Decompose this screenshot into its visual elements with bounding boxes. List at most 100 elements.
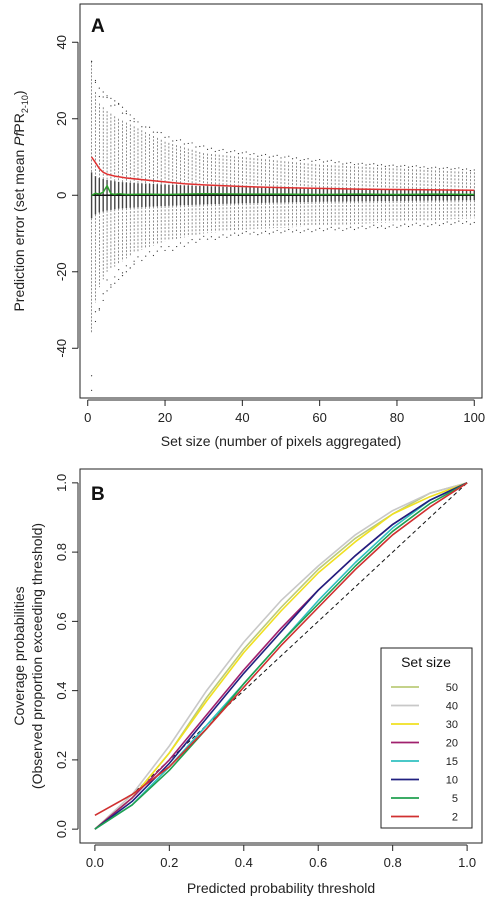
boxplot-outlier <box>210 147 213 149</box>
boxplot-outlier <box>98 87 100 89</box>
boxplot-outlier <box>407 166 410 168</box>
boxplot-outlier <box>102 91 104 93</box>
boxplot-outlier <box>446 166 448 169</box>
boxplot-outlier <box>106 290 108 292</box>
panel-a-y-tick-label: 0 <box>54 192 69 199</box>
boxplot-outlier <box>237 234 240 236</box>
boxplot-outlier <box>230 234 232 236</box>
boxplot-outlier <box>361 225 363 227</box>
boxplot-outlier <box>431 167 433 169</box>
boxplot-outlier <box>315 159 317 162</box>
legend-label-15: 15 <box>446 756 458 768</box>
boxplot-outlier <box>164 249 166 252</box>
boxplot-outlier <box>172 249 174 251</box>
boxplot-outlier <box>361 162 363 164</box>
boxplot-outlier <box>102 293 104 295</box>
boxplot-outlier <box>454 222 456 224</box>
boxplot-outlier <box>121 106 124 108</box>
boxplot-outlier <box>156 250 158 252</box>
boxplot-outlier <box>156 131 158 133</box>
boxplot-outlier <box>419 166 421 169</box>
boxplot-outlier <box>442 167 444 169</box>
boxplot-outlier <box>137 256 139 258</box>
boxplot-outlier <box>295 157 298 159</box>
boxplot-outlier <box>435 222 437 224</box>
boxplot-outlier <box>473 169 475 171</box>
boxplot-outlier <box>249 233 251 235</box>
boxplot-outlier <box>303 230 305 232</box>
panel-a-plot-frame <box>79 3 483 399</box>
boxplot-outlier <box>400 225 402 227</box>
boxplot-outlier <box>303 158 305 161</box>
boxplot-outlier <box>94 79 97 82</box>
boxplot-outlier <box>237 153 240 155</box>
boxplot-outlier <box>133 121 135 123</box>
legend-frame <box>380 647 473 829</box>
boxplot-outlier <box>141 126 143 128</box>
boxplot-outlier <box>114 100 116 102</box>
boxplot-outlier <box>284 230 286 232</box>
boxplot-outlier <box>218 236 220 238</box>
boxplot-outlier <box>106 95 108 97</box>
boxplot-outlier <box>114 276 116 278</box>
boxplot-outlier <box>319 227 321 229</box>
series-line-set-size-2 <box>94 482 468 816</box>
boxplot-outlier <box>261 154 263 156</box>
boxplot-outlier <box>210 236 213 238</box>
boxplot-outlier <box>118 102 120 105</box>
boxplot-outlier <box>396 226 398 229</box>
boxplot-outlier <box>125 110 127 112</box>
legend-items: 50 40 30 20 15 10 5 2 <box>391 682 458 824</box>
legend-label-40: 40 <box>446 701 458 713</box>
boxplot-outlier <box>191 238 193 241</box>
boxplot-outlier <box>288 155 290 157</box>
boxplot-outlier <box>423 223 425 225</box>
boxplot-outlier <box>280 232 282 234</box>
panel-b-y-tick-label: 1.0 <box>54 474 69 492</box>
boxplot-outlier <box>187 142 189 145</box>
boxplot-outlier <box>90 375 93 377</box>
boxplot-outlier <box>272 155 274 157</box>
boxplot-outlier <box>129 120 131 122</box>
boxplot-outlier <box>145 126 147 128</box>
legend-label-5: 5 <box>452 793 458 805</box>
boxplot-outlier <box>90 60 93 62</box>
boxplot-outlier <box>133 260 135 262</box>
panel-a-x-tick-label: 80 <box>390 410 404 425</box>
boxplot-outlier <box>411 224 414 226</box>
boxplot-outlier <box>234 150 236 152</box>
panel-b-y-tick-label: 0.2 <box>54 751 69 769</box>
boxplot-outlier <box>326 228 328 230</box>
boxplot-outlier <box>118 278 120 281</box>
boxplot-outlier <box>288 228 290 231</box>
panel-b-legend: Set size 50 40 30 20 15 10 5 2 <box>380 647 473 829</box>
boxplot-outlier <box>179 242 182 244</box>
boxplot-outlier <box>342 163 344 165</box>
boxplot-outlier <box>404 164 406 167</box>
boxplot-outlier <box>311 231 313 233</box>
panel-b-y-tick-label: 0.0 <box>54 820 69 838</box>
boxplot-outlier <box>253 153 255 155</box>
panel-a-x-tick-label: 60 <box>312 410 326 425</box>
boxplot-outlier <box>280 157 282 159</box>
boxplot-outlier <box>338 227 340 229</box>
panel-b-x-tick-label: 0.6 <box>309 855 327 870</box>
boxplot-outlier <box>203 145 205 147</box>
boxplot-outlier <box>407 225 410 228</box>
boxplot-outlier <box>257 234 259 236</box>
legend-label-50: 50 <box>446 682 458 694</box>
boxplot-outlier <box>241 232 243 234</box>
boxplot-outlier <box>357 163 359 165</box>
boxplot-outlier <box>191 142 193 144</box>
boxplot-outlier <box>346 228 348 230</box>
boxplot-outlier <box>431 223 433 226</box>
boxplot-outlier <box>346 162 348 164</box>
boxplot-outlier <box>291 231 294 233</box>
boxplot-outlier <box>334 162 336 164</box>
boxplot-outlier <box>125 265 127 267</box>
boxplot-outlier <box>90 389 93 391</box>
boxplot-outlier <box>141 259 143 262</box>
panel-a-x-tick-label: 100 <box>463 410 485 425</box>
boxplot-outlier <box>465 221 468 223</box>
boxplot-outlier <box>291 158 294 160</box>
